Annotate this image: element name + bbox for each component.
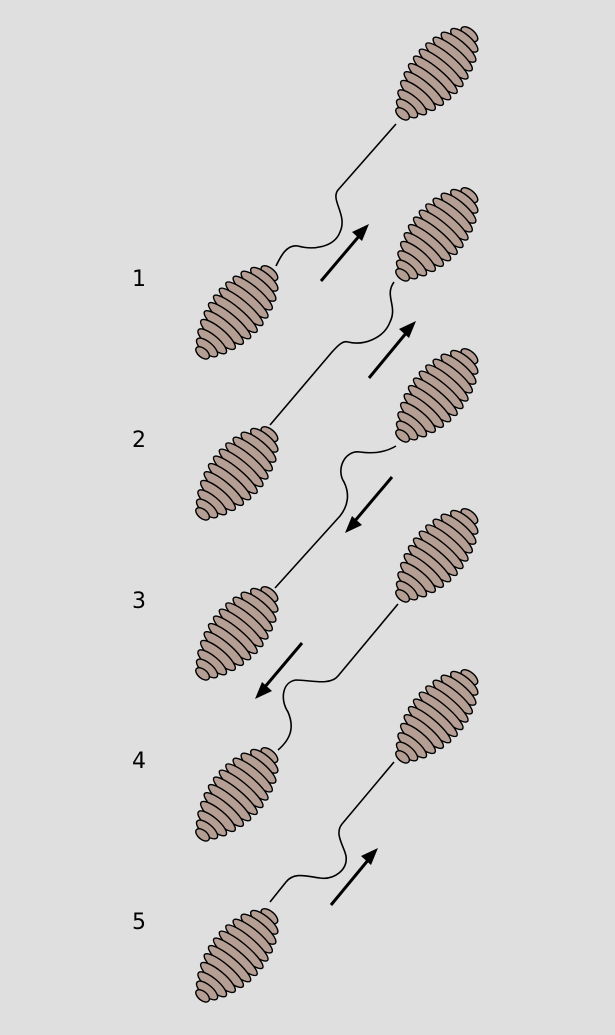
nucleosome-upper-step-5	[377, 654, 495, 779]
nucleosome-upper-step-1	[377, 11, 495, 136]
arrow-down-left-step-4	[255, 642, 304, 699]
linker-dna-step-1	[275, 123, 397, 267]
nucleosome-lower-step-3	[177, 571, 295, 696]
arrow-up-right-step-1	[319, 224, 369, 282]
arrow-down-left-step-3	[345, 476, 394, 533]
nucleosome-upper-step-3	[377, 333, 495, 458]
linker-dna-step-4	[277, 603, 399, 751]
linker-dna-step-2	[269, 281, 395, 426]
nucleosome-lower-step-1	[177, 250, 295, 375]
arrow-up-right-step-2	[367, 321, 416, 379]
nucleosome-upper-step-2	[377, 172, 495, 297]
nucleosome-lower-step-4	[177, 732, 295, 857]
step-label-2: 2	[132, 428, 146, 453]
linker-dna-step-3	[274, 445, 397, 589]
step-label-4: 4	[132, 749, 146, 774]
step-label-1: 1	[132, 267, 146, 292]
nucleosome-lower-step-2	[177, 411, 295, 536]
nucleosome-lower-step-5	[177, 893, 295, 1018]
arrow-up-right-step-5	[329, 848, 378, 906]
nucleosome-upper-step-4	[377, 493, 495, 618]
linker-dna-step-5	[269, 761, 395, 903]
step-label-5: 5	[132, 910, 146, 935]
step-label-3: 3	[132, 589, 146, 614]
